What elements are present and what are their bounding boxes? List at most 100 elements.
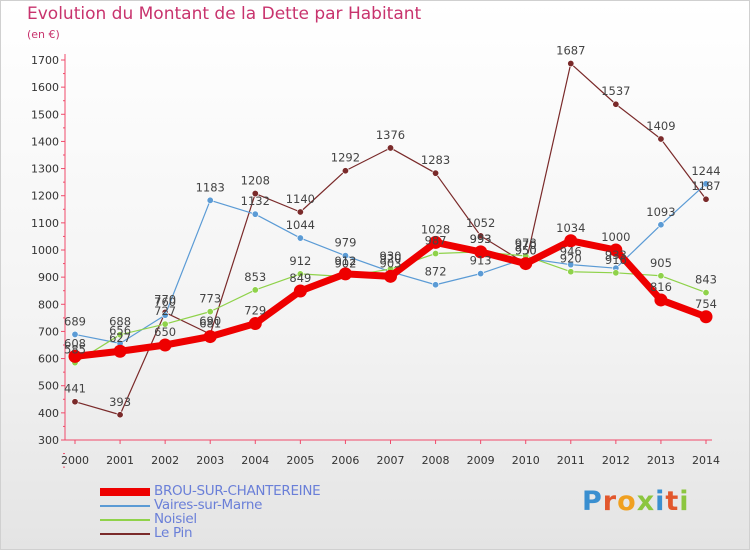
data-point-brou-sur-chantereine bbox=[564, 234, 578, 248]
data-label: 916 bbox=[605, 253, 627, 267]
data-point-le-pin bbox=[341, 167, 349, 175]
data-label: 970 bbox=[515, 238, 537, 252]
data-point-le-pin bbox=[477, 232, 485, 240]
data-label: 993 bbox=[470, 232, 492, 246]
proxiti-logo: Proxiti bbox=[582, 486, 690, 517]
chart-title: Evolution du Montant de la Dette par Hab… bbox=[27, 4, 422, 24]
x-tick-label: 2003 bbox=[196, 454, 224, 467]
data-point-le-pin bbox=[116, 411, 124, 419]
data-label: 773 bbox=[199, 292, 221, 306]
y-tick-label: 1300 bbox=[31, 163, 59, 176]
data-label: 1537 bbox=[601, 84, 630, 98]
data-label: 905 bbox=[650, 256, 672, 270]
data-point-le-pin bbox=[702, 195, 710, 203]
data-point-vaires-sur-marne bbox=[71, 330, 79, 338]
y-tick-label: 1400 bbox=[31, 135, 59, 148]
data-point-brou-sur-chantereine bbox=[384, 269, 397, 283]
data-label: 912 bbox=[334, 254, 356, 268]
x-tick-label: 2004 bbox=[241, 454, 269, 467]
x-tick-label: 2007 bbox=[377, 454, 405, 467]
x-tick-label: 2005 bbox=[286, 454, 314, 467]
data-point-noisiel bbox=[702, 289, 710, 297]
y-tick-label: 400 bbox=[38, 407, 59, 420]
data-point-le-pin bbox=[432, 169, 440, 177]
data-label: 853 bbox=[244, 270, 266, 284]
x-tick-label: 2001 bbox=[106, 454, 134, 467]
data-label: 608 bbox=[64, 336, 86, 350]
data-point-noisiel bbox=[161, 320, 169, 328]
data-label: 1244 bbox=[691, 164, 720, 178]
data-point-le-pin bbox=[657, 135, 665, 143]
data-point-brou-sur-chantereine bbox=[654, 293, 668, 307]
data-label: 650 bbox=[154, 325, 176, 339]
x-tick-label: 2011 bbox=[557, 454, 585, 467]
data-label: 1376 bbox=[376, 128, 405, 142]
data-point-brou-sur-chantereine bbox=[113, 344, 127, 358]
y-tick-label: 1500 bbox=[31, 108, 59, 121]
data-label: 1044 bbox=[286, 218, 315, 232]
data-label: 1409 bbox=[646, 119, 675, 133]
data-label: 1132 bbox=[241, 194, 270, 208]
logo-letter: x bbox=[636, 486, 656, 517]
data-point-noisiel bbox=[567, 268, 575, 276]
data-label: 950 bbox=[515, 244, 537, 258]
data-label: 1183 bbox=[196, 180, 225, 194]
data-label: 627 bbox=[109, 331, 131, 345]
y-tick-label: 1100 bbox=[31, 217, 59, 230]
data-point-noisiel bbox=[657, 272, 665, 280]
x-tick-label: 2002 bbox=[151, 454, 179, 467]
data-label: 978 bbox=[515, 236, 537, 250]
y-tick-label: 1000 bbox=[31, 244, 59, 257]
data-label: 689 bbox=[64, 314, 86, 328]
data-point-vaires-sur-marne bbox=[206, 196, 214, 204]
data-point-vaires-sur-marne bbox=[477, 270, 485, 278]
data-label: 1034 bbox=[556, 221, 585, 235]
data-point-brou-sur-chantereine bbox=[248, 317, 262, 331]
data-point-vaires-sur-marne bbox=[567, 261, 575, 269]
data-point-le-pin bbox=[71, 398, 79, 406]
data-label: 1187 bbox=[691, 179, 720, 193]
data-label: 1292 bbox=[331, 151, 360, 165]
data-label: 933 bbox=[605, 248, 627, 262]
data-point-le-pin bbox=[567, 60, 575, 68]
x-tick-label: 2000 bbox=[61, 454, 89, 467]
legend-swatch bbox=[100, 505, 150, 507]
y-tick-label: 1600 bbox=[31, 81, 59, 94]
data-label: 656 bbox=[109, 323, 131, 337]
data-label: 688 bbox=[109, 315, 131, 329]
data-label: 1283 bbox=[421, 153, 450, 167]
y-tick-label: 900 bbox=[38, 271, 59, 284]
data-point-noisiel bbox=[116, 331, 124, 339]
data-label: 843 bbox=[695, 273, 717, 287]
data-point-brou-sur-chantereine bbox=[429, 235, 443, 249]
y-tick-label: 800 bbox=[38, 298, 59, 311]
data-label: 1028 bbox=[421, 222, 450, 236]
data-label: 979 bbox=[334, 236, 356, 250]
logo-letter: o bbox=[617, 486, 637, 517]
data-label: 681 bbox=[199, 317, 221, 331]
data-point-brou-sur-chantereine bbox=[158, 338, 172, 352]
data-point-vaires-sur-marne bbox=[657, 221, 665, 229]
data-point-vaires-sur-marne bbox=[341, 252, 349, 260]
data-label: 393 bbox=[109, 395, 131, 409]
data-point-brou-sur-chantereine bbox=[203, 330, 217, 344]
data-point-noisiel bbox=[612, 269, 620, 277]
data-point-vaires-sur-marne bbox=[432, 281, 440, 289]
data-label: 946 bbox=[560, 245, 582, 259]
legend-label: Vaires-sur-Marne bbox=[154, 497, 263, 513]
data-label: 913 bbox=[470, 254, 492, 268]
legend-swatch bbox=[100, 519, 150, 521]
data-label: 1687 bbox=[556, 44, 585, 58]
data-label: 585 bbox=[64, 343, 86, 357]
data-label: 920 bbox=[380, 252, 402, 266]
data-point-noisiel bbox=[296, 270, 304, 278]
data-label: 993 bbox=[470, 232, 492, 246]
logo-letter: r bbox=[602, 486, 618, 517]
data-label: 770 bbox=[154, 292, 176, 306]
data-label: 872 bbox=[425, 265, 447, 279]
x-tick-label: 2012 bbox=[602, 454, 630, 467]
data-point-brou-sur-chantereine bbox=[474, 245, 488, 259]
data-label: 912 bbox=[289, 254, 311, 268]
y-tick-label: 600 bbox=[38, 353, 59, 366]
